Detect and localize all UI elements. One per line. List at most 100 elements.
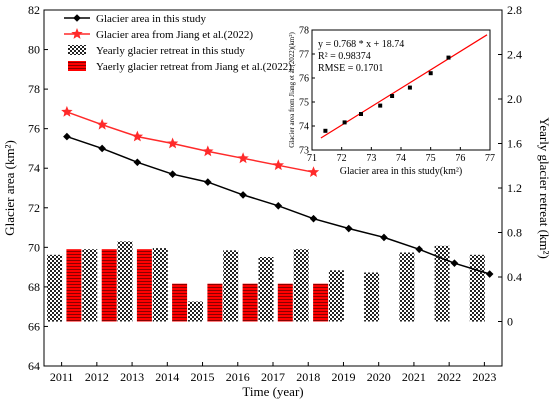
legend-label: Yearly glacier retreat in this study bbox=[96, 45, 245, 57]
retreat-bar-this-study bbox=[399, 252, 415, 322]
retreat-bar-this-study bbox=[328, 270, 344, 322]
scatter-point bbox=[359, 112, 363, 116]
legend-label: Glacier area from Jiang et al.(2022) bbox=[96, 29, 253, 41]
study-area-marker bbox=[415, 245, 424, 254]
jiang-area-marker bbox=[131, 130, 144, 142]
inset-frame bbox=[311, 29, 491, 151]
jiang-area-marker bbox=[307, 166, 320, 177]
inset-annotation: RMSE = 0.1701 bbox=[318, 63, 383, 74]
x-axis-tick-label: 2023 bbox=[472, 370, 496, 384]
inset-y-tick-label: 77 bbox=[299, 50, 309, 61]
retreat-bar-this-study bbox=[434, 245, 450, 322]
study-area-marker bbox=[168, 170, 177, 178]
retreat-bar-jiang bbox=[242, 283, 258, 322]
inset-y-tick-label: 76 bbox=[299, 74, 309, 85]
scatter-point bbox=[390, 94, 395, 98]
retreat-bar-this-study bbox=[47, 254, 63, 322]
jiang-area-marker bbox=[202, 145, 214, 157]
legend-label: Yaerly glacier retreat from Jiang et al.… bbox=[96, 61, 292, 73]
left-axis-tick-label: 68 bbox=[28, 280, 40, 294]
inset-annotation: R² = 0.98374 bbox=[318, 51, 371, 62]
line-layer bbox=[61, 105, 494, 278]
retreat-bar-this-study bbox=[82, 249, 98, 322]
inset-x-tick-label: 77 bbox=[485, 153, 495, 164]
retreat-bar-jiang bbox=[277, 283, 293, 322]
study-area-marker bbox=[309, 214, 318, 223]
legend-marker-jiang bbox=[71, 28, 83, 39]
retreat-bar-jiang bbox=[101, 249, 117, 322]
x-axis-label: Time (year) bbox=[242, 384, 303, 399]
study-area-marker bbox=[239, 191, 247, 199]
study-area-marker bbox=[344, 224, 353, 233]
inset-x-tick-label: 73 bbox=[366, 153, 376, 164]
left-axis-tick-label: 78 bbox=[28, 82, 40, 96]
left-axis-tick-label: 80 bbox=[28, 43, 40, 57]
jiang-area-marker bbox=[166, 137, 179, 149]
study-area-marker bbox=[133, 158, 142, 167]
retreat-bar-this-study bbox=[293, 249, 309, 322]
scatter-point bbox=[323, 128, 328, 133]
right-axis-tick-label: 0.8 bbox=[507, 226, 522, 240]
inset-x-axis-label: Glacier area in this study(km²) bbox=[340, 166, 462, 177]
study-area-marker bbox=[380, 233, 388, 242]
scatter-point bbox=[378, 103, 383, 108]
inset-y-tick-label: 74 bbox=[299, 122, 309, 133]
bar-layer bbox=[47, 241, 485, 322]
retreat-bar-this-study bbox=[258, 257, 274, 322]
retreat-bar-this-study bbox=[469, 254, 485, 322]
left-axis-tick-label: 70 bbox=[28, 240, 40, 254]
x-axis-tick-label: 2020 bbox=[367, 370, 391, 384]
inset-y-tick-label: 75 bbox=[299, 98, 309, 109]
inset-annotation: y = 0.768 * x + 18.74 bbox=[318, 39, 404, 50]
inset-y-tick-label: 73 bbox=[299, 146, 309, 157]
scatter-point bbox=[407, 85, 412, 90]
left-axis-tick-label: 74 bbox=[28, 161, 40, 175]
retreat-bar-this-study bbox=[188, 301, 203, 322]
inset-content: 71 72 73 74 75 76 77 73 74 75 76 77 78 y = 0.768 * x … bbox=[299, 26, 495, 165]
left-axis-tick-label: 66 bbox=[28, 319, 40, 333]
retreat-bar-jiang bbox=[207, 283, 223, 322]
left-axis-tick-label: 72 bbox=[28, 201, 40, 215]
legend-marker-study bbox=[73, 14, 81, 22]
x-axis-tick-label: 2012 bbox=[85, 370, 109, 384]
scatter-point bbox=[342, 120, 347, 125]
study-area-marker bbox=[450, 259, 459, 267]
right-axis-tick-label: 1.2 bbox=[507, 181, 522, 195]
y-axis-label-left: Glacier area (km²) bbox=[2, 140, 17, 236]
study-area-marker bbox=[274, 202, 283, 210]
study-area-marker bbox=[204, 178, 212, 186]
retreat-bar-jiang bbox=[136, 249, 152, 322]
x-axis-tick-label: 2018 bbox=[296, 370, 320, 384]
inset-x-tick-label: 75 bbox=[426, 153, 436, 164]
jiang-area-marker bbox=[237, 152, 249, 164]
retreat-bar-jiang bbox=[172, 283, 188, 322]
scatter-point bbox=[428, 71, 433, 76]
jiang-area-line bbox=[66, 111, 314, 173]
axis-layer: 64 66 68 70 72 74 76 78 80 82 0 0.4 0.8 1.2 1.6 2.0 2.4 2… bbox=[28, 3, 522, 384]
retreat-bar-this-study bbox=[117, 241, 133, 322]
x-axis-tick-label: 2017 bbox=[261, 370, 285, 384]
retreat-bar-jiang bbox=[313, 283, 329, 322]
right-axis-tick-label: 1.6 bbox=[507, 137, 522, 151]
inset-y-axis-label: Glacier area from Jiang et al.(2022)(km²… bbox=[288, 32, 296, 148]
retreat-bar-this-study bbox=[364, 272, 380, 322]
jiang-area-marker bbox=[61, 105, 73, 117]
jiang-area-marker bbox=[272, 159, 284, 171]
scatter-point bbox=[446, 55, 451, 60]
legend-swatch-study-retreat bbox=[68, 45, 86, 55]
study-area-marker bbox=[485, 270, 494, 278]
x-axis-tick-label: 2015 bbox=[191, 370, 215, 384]
legend-label: Glacier area in this study bbox=[96, 13, 206, 25]
inset-x-tick-label: 71 bbox=[307, 153, 317, 164]
x-axis-tick-label: 2014 bbox=[155, 370, 179, 384]
jiang-area-marker bbox=[96, 118, 108, 130]
right-axis-tick-label: 2.8 bbox=[507, 3, 522, 17]
inset-x-tick-label: 72 bbox=[337, 153, 347, 164]
x-axis-tick-label: 2016 bbox=[226, 370, 250, 384]
study-area-marker bbox=[98, 144, 106, 153]
x-axis-tick-label: 2019 bbox=[331, 370, 355, 384]
fit-line bbox=[320, 34, 488, 139]
main-plot: 64 66 68 70 72 74 76 78 80 82 0 0.4 0.8 1.2 1.6 2.0 2.4 2… bbox=[2, 3, 550, 399]
right-axis-tick-label: 2.4 bbox=[507, 48, 522, 62]
